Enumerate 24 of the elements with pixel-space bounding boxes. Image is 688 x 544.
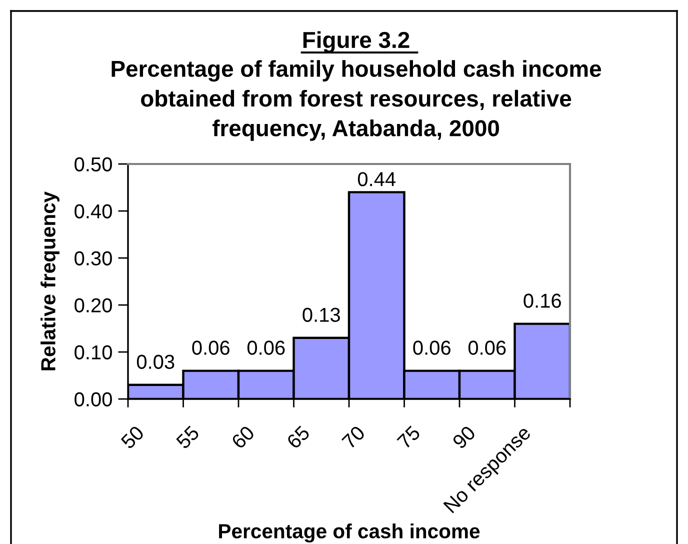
data-label: 0.03 (136, 354, 174, 369)
y-tick-label: 0.50 (74, 157, 112, 172)
data-label: 0.06 (247, 340, 285, 355)
x-tick-label: 70 (341, 424, 366, 450)
data-label: 0.06 (413, 340, 450, 355)
x-tick-label: 55 (176, 425, 200, 450)
x-tick-label: 60 (230, 424, 256, 450)
x-axis-title: Percentage of cash income (219, 524, 480, 542)
x-tick-label: 50 (120, 424, 145, 450)
data-label: 0.06 (468, 340, 506, 355)
data-label: 0.13 (302, 308, 340, 322)
chart-subtitle: Percentage of family household cash income obtained from forest resources, relative frequency, Atabanda, 2000 (112, 60, 602, 141)
data-label: 0.16 (524, 294, 561, 308)
y-tick-label: 0.40 (74, 204, 112, 218)
y-tick-label: 0.30 (74, 251, 112, 266)
x-tick-label: 65 (286, 424, 310, 450)
y-axis-title: Relative frequency (40, 191, 60, 370)
y-tick-label: 0.00 (74, 392, 112, 406)
y-tick-label: 0.10 (74, 345, 112, 360)
data-label: 0.44 (358, 172, 396, 186)
y-tick-label: 0.20 (74, 298, 112, 312)
chart-title: Figure 3.2 (303, 31, 410, 53)
x-tick-label: 75 (396, 425, 421, 450)
data-label: 0.06 (192, 340, 230, 355)
